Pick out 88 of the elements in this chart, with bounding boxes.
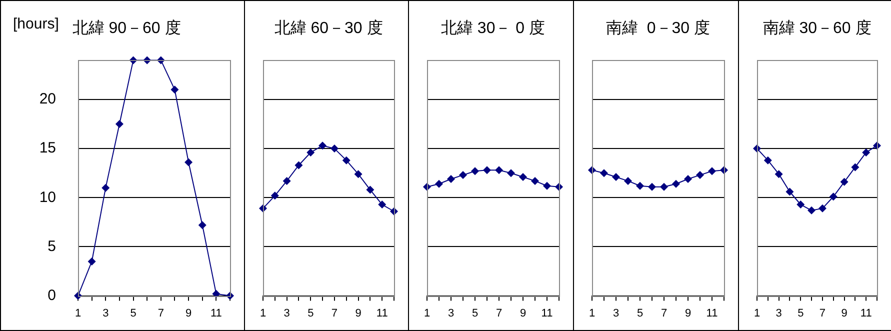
point [184,158,193,166]
chart-title: 南緯 0－30 度 [606,19,710,38]
point [851,163,860,172]
point [459,171,467,180]
point [102,184,110,192]
point [342,156,350,164]
point [829,192,838,201]
x-tick-label: 3 [102,307,109,320]
x-tick-label: 3 [776,307,782,320]
point [543,182,551,190]
x-tick-label: 3 [612,307,620,320]
point [447,174,455,183]
point [600,169,608,178]
chart-title: 北緯 30－ 0 度 [440,19,546,38]
x-tick-label: 9 [684,307,692,320]
point [378,200,386,209]
point [519,173,527,182]
x-tick-label: 9 [355,307,362,320]
y-tick-label: 0 [48,286,56,304]
x-tick-label: 9 [520,307,526,320]
x-tick-label: 1 [588,307,596,320]
x-tick-label: 11 [210,307,222,320]
point [862,148,870,156]
point [796,200,805,209]
point [354,170,362,178]
point [696,171,704,180]
chart-title: 北緯 90－60 度 [72,19,181,38]
x-tick-label: 9 [185,307,192,320]
x-tick-label: 11 [376,307,388,320]
x-tick-label: 1 [424,307,430,320]
point [648,182,656,191]
x-tick-label: 1 [74,307,82,320]
point [282,176,291,185]
point [88,257,96,266]
point [708,167,716,176]
point [531,176,539,185]
point [318,142,327,150]
x-tick-label: 3 [448,307,454,320]
point [786,188,794,196]
point [115,120,124,128]
x-tick-label: 5 [636,307,644,320]
point [435,180,443,188]
point [808,206,816,214]
point [495,166,503,174]
x-tick-label: 5 [798,307,804,320]
point [330,144,338,153]
point [507,169,515,178]
x-tick-label: 3 [284,307,290,320]
x-tick-label: 5 [130,307,136,320]
point [270,192,279,200]
chart-title: 北緯 60－30 度 [274,19,383,38]
x-tick-label: 7 [331,307,338,320]
x-tick-label: 11 [706,307,718,320]
x-tick-label: 11 [541,307,553,320]
point [294,161,303,170]
x-tick-label: 5 [308,307,314,320]
point [170,86,179,94]
x-tick-label: 9 [841,307,848,320]
point [684,174,692,183]
point [764,156,772,164]
point [483,166,491,174]
point [672,180,680,188]
point [818,204,826,212]
point [840,178,848,186]
y-tick-label: 20 [39,90,56,108]
x-tick-label: 5 [472,307,478,320]
point [212,290,220,298]
y-tick-label: 15 [39,140,56,157]
x-tick-label: 7 [496,307,502,320]
point [306,148,315,156]
x-tick-label: 7 [158,307,164,320]
x-tick-label: 7 [660,307,668,320]
point [366,186,374,194]
point [471,167,479,176]
point [636,182,644,190]
point [624,176,632,185]
x-tick-label: 7 [819,307,826,320]
chart-title: 南緯 30－60 度 [762,19,872,38]
point [774,170,783,178]
point [612,173,620,182]
x-tick-label: 1 [260,307,266,320]
y-tick-label: 5 [48,238,56,255]
point [198,221,206,230]
x-tick-label: 11 [860,307,872,320]
point [660,182,668,191]
y-axis-title: [hours] [13,16,59,33]
x-tick-label: 1 [754,307,760,320]
y-tick-label: 10 [39,188,56,206]
